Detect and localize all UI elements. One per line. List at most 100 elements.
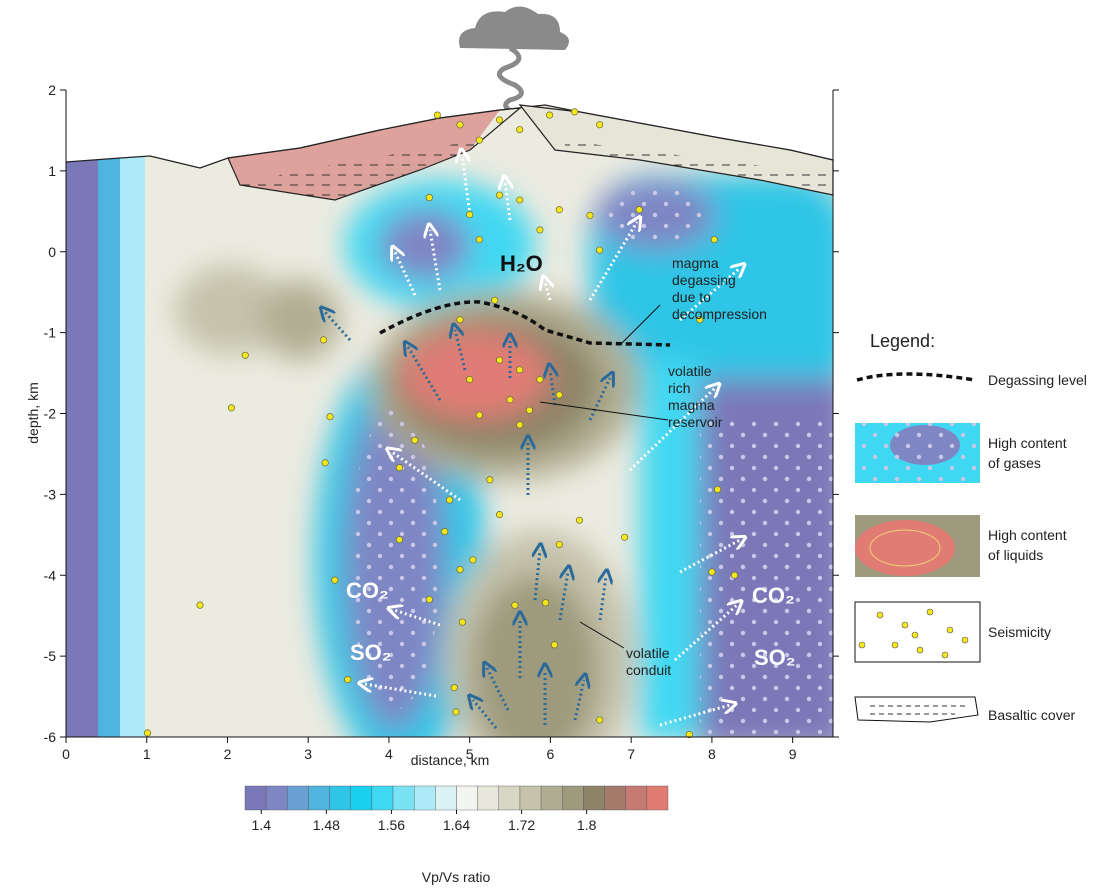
colorbar-bin [604,785,626,811]
seismic-event [516,366,524,374]
annotation: magma [672,255,719,271]
legend-label: High content [988,527,1067,543]
seismic-event [525,406,533,414]
seismic-event [326,413,334,421]
x-tick-label: 1 [143,746,151,762]
seismic-event [450,684,458,692]
annotation: rich [668,380,691,396]
seismic-event [496,116,504,124]
degassing-level [379,300,671,347]
annotation: due to [672,289,711,305]
colorbar-tick-label: 1.4 [252,817,272,833]
seismic-event [456,566,464,574]
so2-label: SO₂ [350,640,392,665]
seismic-event [550,641,559,649]
gas-arrows [365,155,942,727]
so2-label: SO₂ [754,645,796,670]
seismic-event [425,595,433,604]
seismic-event [596,121,604,129]
seismic-event [708,568,716,576]
axes: 0 1 2 3 4 5 6 7 8 9 -6 -5 -4 -3 -2 -1 0 1 2 distance, km dep… [25,82,839,768]
colorbar-bin [308,785,330,811]
annotation: degassing [672,272,736,288]
legend-label: Degassing level [988,372,1087,388]
colorbar-bin [562,785,584,811]
annotation: conduit [626,662,671,678]
seismic-event [466,210,474,219]
colorbar-label: Vp/Vs ratio [422,869,491,885]
seismic-event [475,236,483,244]
eruption-cloud [459,6,569,115]
legend-title: Legend: [870,331,935,351]
legend: Legend: Degassing level High content of … [854,331,1087,723]
seismic-event [536,375,544,384]
legend-label: Seismicity [988,624,1051,640]
seismic-event [571,108,579,116]
y-tick-label: -4 [44,567,57,583]
legend-label: Basaltic cover [988,707,1075,723]
seismic-event [143,729,152,737]
y-axis-label: depth, km [25,382,41,443]
colorbar-tick-label: 1.48 [313,817,340,833]
seismic-event [536,226,544,234]
x-tick-label: 4 [385,746,393,762]
seismic-event [321,459,329,467]
y-tick-label: 0 [48,244,56,260]
colorbar-bin [540,785,563,811]
colorbar-bin [329,785,351,811]
seismic-event [516,196,524,204]
seismic-event [491,296,499,304]
seismic-event [486,476,494,484]
seismic-event [466,375,474,384]
seismic-event [331,576,339,584]
seismic-event [469,556,477,564]
seismic-event [241,351,249,359]
colorbar-bin [244,785,267,811]
annotation: reservoir [668,414,723,430]
seismic-event [452,708,460,716]
colorbar-bin [435,785,457,811]
y-tick-label: -2 [44,406,57,422]
colorbar-bin [625,785,648,811]
colorbar-tick-label: 1.56 [378,817,405,833]
seismic-event [411,436,419,444]
seismic-event [575,516,584,524]
x-tick-label: 8 [708,746,716,762]
annotation: decompression [672,306,767,322]
seismic-event [496,511,504,519]
seismic-event [433,111,441,119]
x-tick-label: 2 [224,746,232,762]
leader-lines [539,304,669,649]
colorbar-tick-label: 1.72 [508,817,535,833]
seismic-event [458,618,466,626]
seismic-event [227,404,236,412]
seismic-event [555,391,563,399]
colorbar-bin [519,785,542,811]
colorbar-bin [646,785,669,811]
seismic-event [344,676,352,684]
h2o-label: H₂O [500,251,543,276]
colorbar-tick-label: 1.64 [443,817,470,833]
y-tick-label: -5 [44,648,57,664]
y-tick-label: 2 [48,82,56,98]
seismic-event [496,191,504,199]
velocity-field [66,105,833,737]
seismic-event [511,601,519,609]
colorbar-tick-label: 1.8 [577,817,597,833]
annotation: volatile [626,645,670,661]
seismic-event [395,464,403,472]
colorbar-bin [371,785,394,811]
colorbar-bin [583,785,605,811]
seismic-event [445,496,454,504]
seismic-event [516,126,524,134]
seismic-event [546,111,554,119]
colorbar-bin [477,785,499,811]
y-tick-label: 1 [48,163,56,179]
seismic-event [542,599,550,607]
seismic-event [516,421,524,429]
seismic-event [320,336,328,344]
x-tick-label: 7 [627,746,635,762]
colorbar-bin [287,785,309,811]
